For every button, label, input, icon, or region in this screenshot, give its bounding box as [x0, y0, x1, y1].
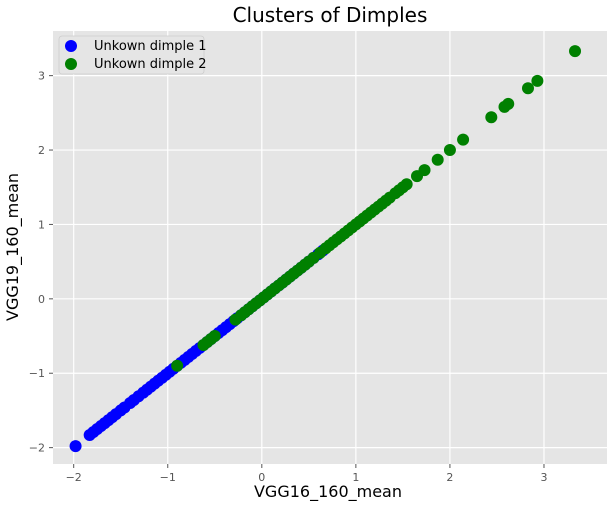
legend-label-series-1: Unkown dimple 1 [94, 39, 207, 54]
legend: Unkown dimple 1 Unkown dimple 2 [58, 35, 207, 75]
data-point [208, 330, 221, 343]
x-tick-label: 2 [446, 471, 453, 484]
x-tick-labels: −2 −1 0 1 2 3 [66, 464, 547, 484]
data-point [502, 97, 515, 110]
y-tick-label: 0 [38, 293, 45, 306]
y-axis-label: VGG19_160_mean [3, 173, 23, 321]
data-point [521, 82, 534, 95]
series-2 [171, 45, 582, 372]
data-point [431, 153, 444, 166]
data-point [569, 45, 582, 58]
data-point [171, 359, 184, 372]
y-tick-label: 2 [38, 144, 45, 157]
y-tick-labels: −2 −1 0 1 2 3 [29, 70, 53, 455]
legend-box [58, 35, 205, 75]
grid-lines [53, 31, 607, 464]
legend-marker-series-1 [65, 40, 77, 52]
x-tick-label: 0 [258, 471, 265, 484]
x-tick-label: −1 [160, 471, 176, 484]
x-tick-label: −2 [66, 471, 82, 484]
data-point [443, 144, 456, 157]
y-tick-label: −2 [29, 442, 45, 455]
legend-label-series-2: Unkown dimple 2 [94, 57, 207, 72]
data-point [400, 178, 413, 191]
x-axis-label: VGG16_160_mean [254, 482, 402, 502]
data-points [69, 45, 582, 453]
chart-title: Clusters of Dimples [233, 3, 428, 27]
data-point [531, 74, 544, 87]
y-tick-label: 1 [38, 218, 45, 231]
data-point [418, 164, 431, 177]
data-point [485, 111, 498, 124]
y-tick-label: −1 [29, 367, 45, 380]
data-point [69, 440, 82, 453]
x-tick-label: 1 [352, 471, 359, 484]
x-tick-label: 3 [540, 471, 547, 484]
data-point [457, 133, 470, 146]
y-tick-label: 3 [38, 70, 45, 83]
legend-marker-series-2 [65, 58, 77, 70]
